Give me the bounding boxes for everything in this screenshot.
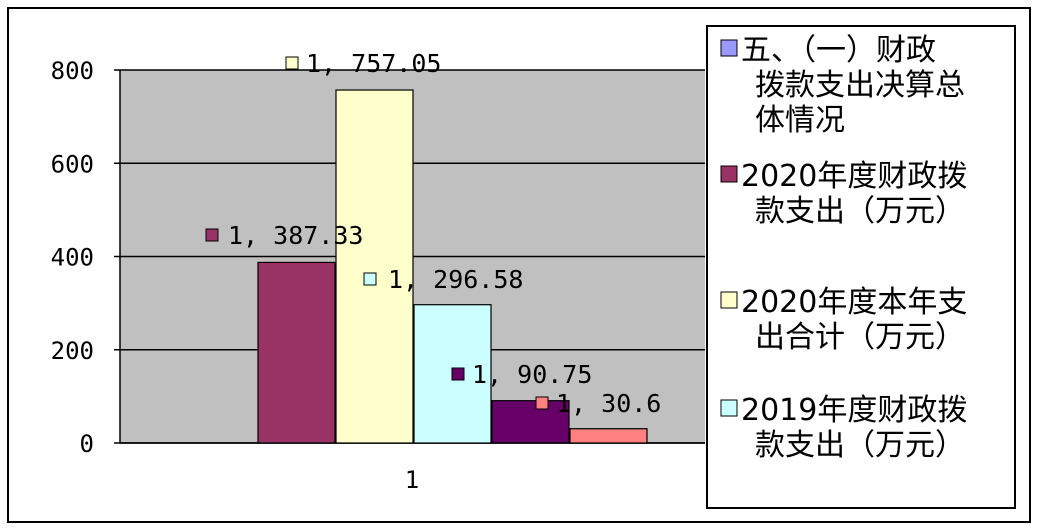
data-label-marker bbox=[285, 56, 299, 70]
legend-box bbox=[706, 25, 1016, 509]
legend: 五、（一）财政拨款支出决算总体情况2020年度财政拨款支出（万元）2020年度本… bbox=[706, 25, 1016, 509]
y-tick-label: 200 bbox=[51, 337, 94, 365]
y-tick-label: 800 bbox=[51, 57, 94, 85]
data-label-marker bbox=[205, 228, 219, 242]
x-axis-tick-labels: 1 bbox=[405, 466, 419, 494]
y-axis-tick-labels: 0 200 400 600 800 bbox=[51, 57, 94, 458]
bar bbox=[257, 261, 336, 444]
legend-label: 拨款支出决算总 bbox=[755, 68, 965, 103]
legend-label: 出合计（万元） bbox=[755, 320, 965, 355]
legend-swatch bbox=[720, 39, 738, 57]
y-tick-label: 600 bbox=[51, 150, 94, 178]
bar bbox=[569, 428, 648, 444]
legend-label: 体情况 bbox=[755, 103, 845, 138]
bar bbox=[335, 89, 414, 444]
data-labels: 1, 387.33 1, 757.05 1, 296.58 1, 90.751, 30… bbox=[205, 49, 661, 418]
data-label-marker bbox=[535, 396, 549, 410]
y-tick-label: 400 bbox=[51, 244, 94, 272]
data-label-marker bbox=[451, 367, 465, 381]
x-tick-label: 1 bbox=[405, 466, 419, 494]
data-label: 1, 30.6 bbox=[556, 389, 661, 418]
legend-label: 款支出（万元） bbox=[755, 428, 965, 463]
bar bbox=[491, 400, 570, 444]
data-label-marker bbox=[363, 272, 377, 286]
data-label: 1, 296.58 bbox=[388, 265, 523, 294]
legend-label: 2020年度财政拨 bbox=[741, 159, 967, 194]
data-label: 1, 90.75 bbox=[472, 360, 592, 389]
data-label: 1, 757.05 bbox=[306, 49, 441, 78]
legend-label: 五、（一）财政 bbox=[741, 33, 936, 68]
legend-label: 2019年度财政拨 bbox=[741, 393, 967, 428]
y-tick-label: 0 bbox=[80, 430, 94, 458]
data-label: 1, 387.33 bbox=[228, 221, 363, 250]
legend-label: 2020年度本年支 bbox=[741, 285, 967, 320]
legend-swatch bbox=[720, 165, 738, 183]
legend-swatch bbox=[720, 291, 738, 309]
legend-swatch bbox=[720, 399, 738, 417]
bars bbox=[257, 89, 648, 444]
legend-label: 款支出（万元） bbox=[755, 194, 965, 229]
